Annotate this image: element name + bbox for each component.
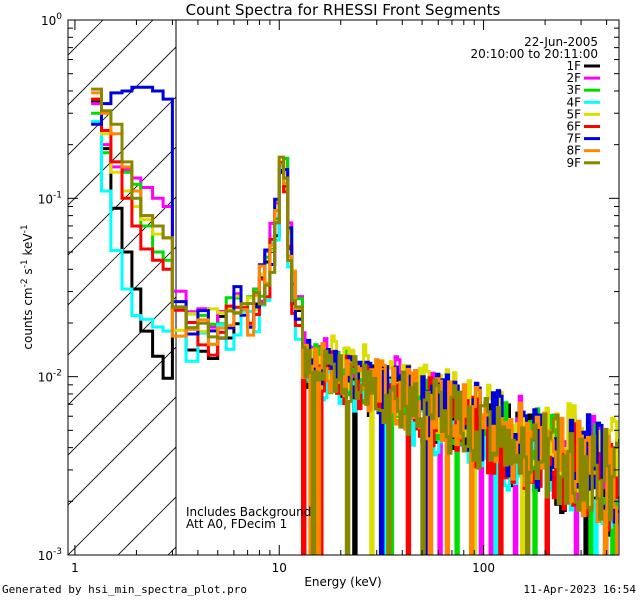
hatch-line — [618, 20, 640, 555]
legend-label-4F: 4F — [566, 95, 581, 109]
chart-title: Count Spectra for RHESSI Front Segments — [186, 1, 501, 19]
hatch-line — [68, 20, 104, 56]
legend-label-6F: 6F — [566, 120, 581, 134]
y-tick-label: 10-3 — [38, 547, 62, 563]
series-line-8F — [91, 91, 619, 555]
legend-label-3F: 3F — [566, 83, 581, 97]
x-tick-label: 1 — [71, 561, 79, 575]
hatch-line — [68, 46, 176, 156]
background-note: Includes Background — [186, 505, 311, 519]
series-line-9F — [91, 87, 619, 555]
legend-label-2F: 2F — [566, 71, 581, 85]
x-tick-label: 100 — [472, 561, 495, 575]
legend-label-5F: 5F — [566, 107, 581, 121]
hatch-line — [68, 446, 176, 555]
x-tick-label: 10 — [272, 561, 287, 575]
plot-frame — [67, 19, 620, 556]
axis-ticks — [68, 19, 619, 556]
timestamp-footer: 11-Apr-2023 16:54 — [523, 583, 636, 596]
hatch-line — [0, 20, 3, 555]
attenuator-note: Att A0, FDecim 1 — [186, 517, 287, 531]
x-axis-label: Energy (keV) — [304, 575, 381, 589]
y-tick-label: 10-2 — [38, 369, 62, 385]
y-tick-label: 10-1 — [38, 190, 62, 206]
series-layer — [91, 85, 619, 555]
hatch-line — [68, 396, 176, 506]
generator-footer: Generated by hsi_min_spectra_plot.pro — [2, 583, 248, 596]
y-axis-label: counts cm-2 s-1 keV-1 — [20, 224, 35, 349]
legend-label-9F: 9F — [566, 156, 581, 170]
date-label: 22-Jun-2005 — [524, 35, 598, 49]
time-range-label: 20:10:00 to 20:11:00 — [471, 47, 598, 61]
legend-label-8F: 8F — [566, 144, 581, 158]
tick-labels: 1 10 100 100 10-1 10-2 10-3 — [38, 12, 495, 575]
hatch-line — [68, 246, 176, 356]
y-tick-label: 100 — [41, 12, 62, 28]
hatch-line — [68, 96, 176, 206]
legend-label-1F: 1F — [566, 59, 581, 73]
hatch-line — [68, 196, 176, 306]
legend-label-7F: 7F — [566, 132, 581, 146]
